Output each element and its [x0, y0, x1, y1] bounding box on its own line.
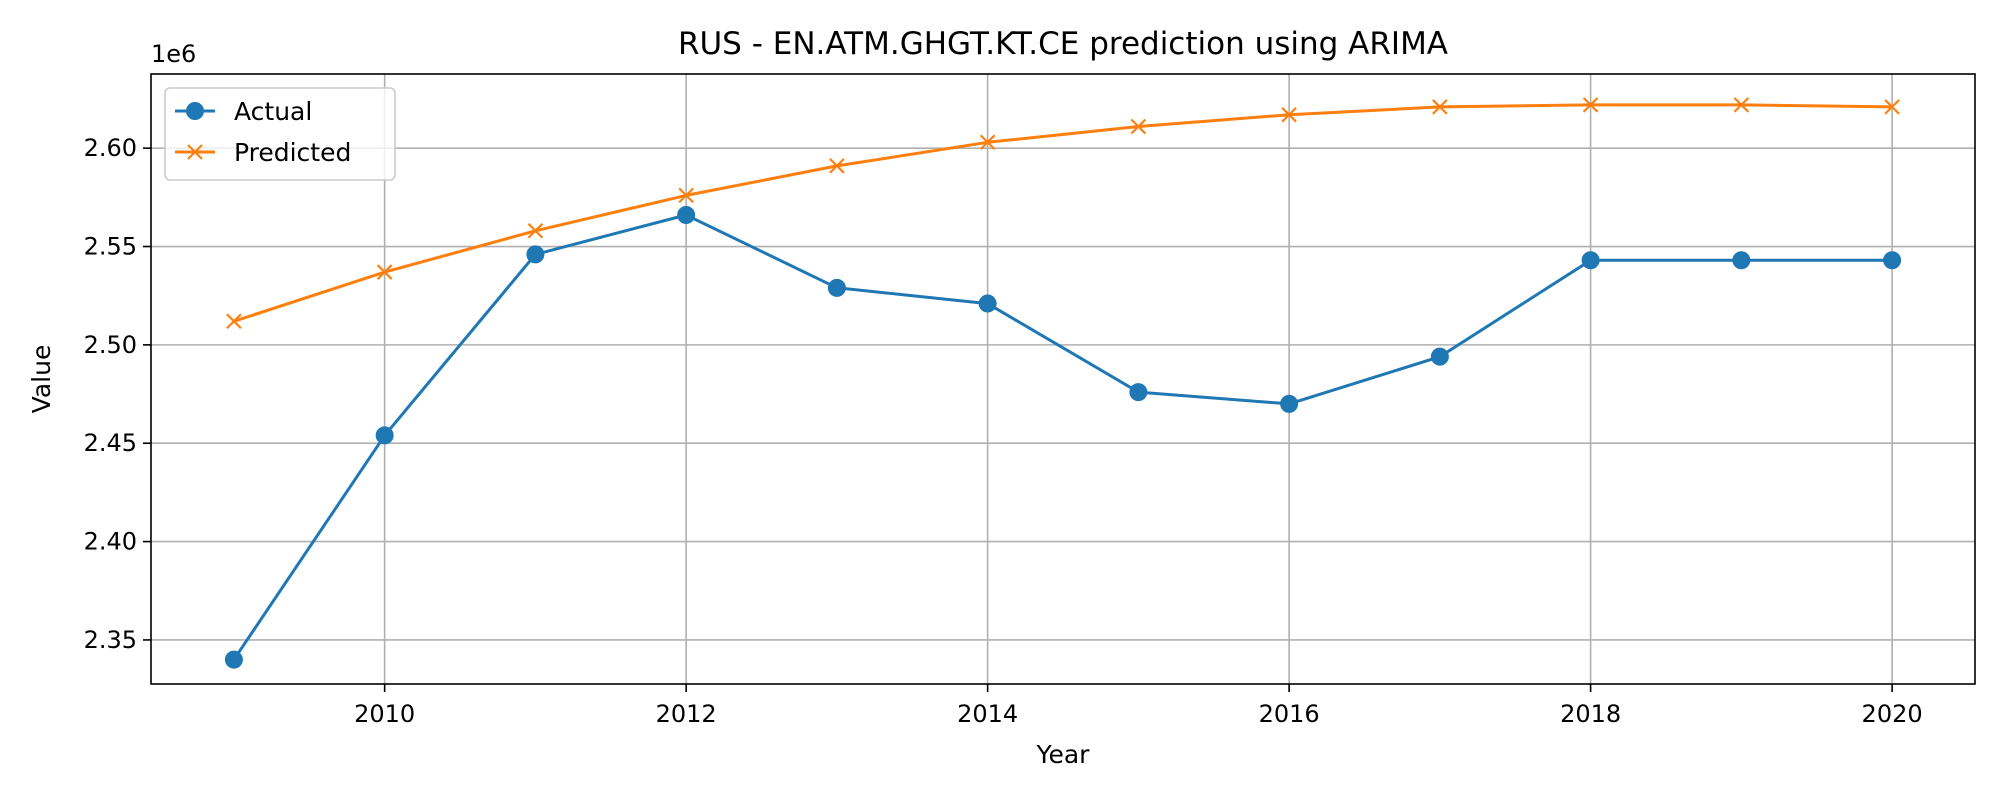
plot-frame: [150, 73, 1976, 685]
y-tick-label-5: 2.60: [84, 134, 137, 162]
series-predicted: [226, 97, 1900, 330]
x-tick-label-2016: 2016: [1259, 700, 1320, 728]
actual-point-2020: [1883, 251, 1902, 270]
legend-marker-predicted: [187, 144, 203, 160]
chart-title: RUS - EN.ATM.GHGT.KT.CE prediction using…: [678, 26, 1448, 62]
predicted-point-2018: [1582, 97, 1599, 113]
y-offset-label: 1e6: [151, 40, 196, 68]
legend-label-predicted: Predicted: [234, 138, 351, 167]
x-tick-label-2020: 2020: [1862, 700, 1923, 728]
predicted-point-2011: [527, 223, 544, 239]
x-axis-label: Year: [1036, 740, 1091, 769]
y-tick-label-2: 2.45: [84, 429, 137, 457]
predicted-point-2014: [979, 134, 996, 151]
actual-point-2010: [375, 426, 394, 445]
actual-point-2011: [526, 245, 545, 264]
predicted-point-2009: [226, 313, 242, 330]
y-tick-label-1: 2.40: [84, 528, 137, 556]
predicted-point-2016: [1281, 106, 1297, 123]
grid-lines: [151, 74, 1975, 684]
actual-point-2012: [677, 206, 696, 225]
actual-line: [232, 213, 1893, 661]
x-tick-label-2014: 2014: [957, 700, 1018, 728]
legend: Actual Predicted: [164, 87, 396, 181]
y-tick-label-4: 2.55: [84, 233, 137, 261]
actual-point-2017: [1430, 347, 1449, 366]
predicted-point-2015: [1130, 118, 1147, 135]
x-tick-label-2018: 2018: [1560, 700, 1621, 728]
legend-marker-actual: [186, 102, 204, 120]
actual-point-2014: [978, 294, 997, 313]
predicted-point-2010: [376, 264, 393, 280]
predicted-point-2013: [829, 158, 845, 174]
actual-point-2015: [1129, 383, 1148, 402]
predicted-point-2012: [678, 187, 694, 204]
y-tick-label-3: 2.50: [84, 331, 137, 359]
x-tick-label-2010: 2010: [354, 700, 415, 728]
series-layer: [224, 97, 1902, 669]
predicted-point-2017: [1432, 99, 1448, 115]
y-axis-ticks: 2.35 2.40 2.45 2.50 2.55 2.60: [84, 134, 151, 654]
actual-point-2019: [1732, 251, 1751, 270]
predicted-point-2019: [1733, 97, 1750, 113]
actual-point-2016: [1280, 394, 1299, 413]
x-axis-ticks: 2010 2012 2014 2016 2018 2020: [354, 684, 1923, 728]
series-actual: [224, 206, 1902, 669]
x-tick-label-2012: 2012: [656, 700, 717, 728]
legend-label-actual: Actual: [234, 97, 312, 126]
actual-point-2009: [224, 650, 243, 669]
legend-box: [164, 87, 396, 181]
y-tick-label-0: 2.35: [84, 626, 137, 654]
actual-point-2018: [1581, 251, 1600, 270]
predicted-line: [233, 103, 1893, 323]
actual-point-2013: [827, 278, 846, 297]
y-axis-label: Value: [27, 345, 56, 414]
predicted-point-2020: [1884, 99, 1900, 115]
